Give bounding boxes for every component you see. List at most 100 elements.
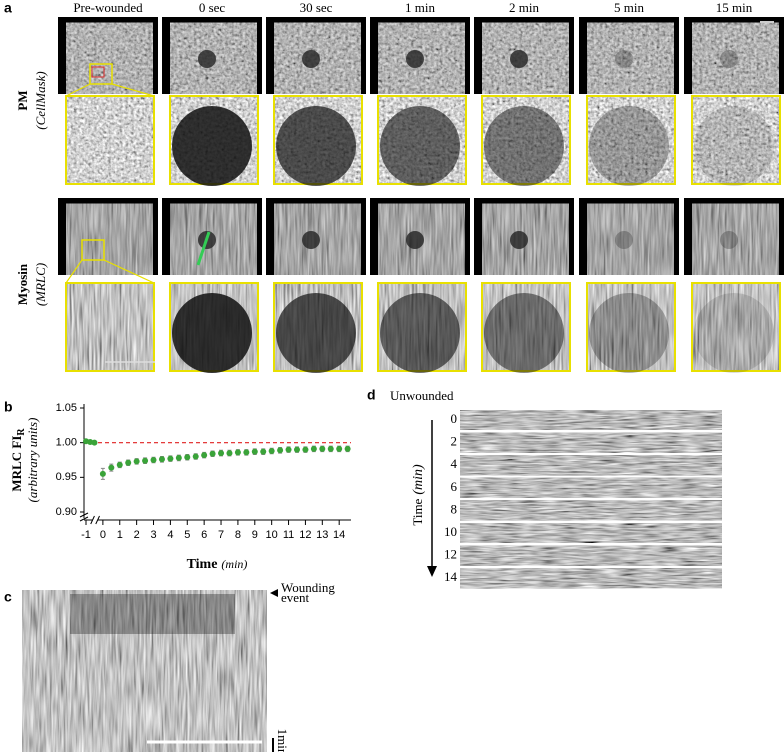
kymo-strip	[460, 455, 722, 476]
wound-zoom	[380, 293, 460, 373]
data-point	[260, 448, 267, 455]
time-tick-label: 12	[444, 547, 457, 562]
data-point	[293, 446, 300, 453]
x-axis-label: Time (min)	[187, 557, 248, 572]
data-point	[108, 464, 115, 471]
wound	[720, 50, 738, 68]
kymo-strip	[460, 432, 722, 453]
cell-image	[66, 22, 153, 94]
x-tick-label: 2	[134, 529, 140, 541]
data-point	[285, 446, 292, 453]
wound-zoom	[589, 106, 669, 186]
x-tick-label: 11	[283, 529, 294, 541]
data-point	[234, 449, 241, 456]
column-header: 5 min	[614, 0, 644, 15]
data-point	[201, 452, 208, 459]
wound	[406, 50, 424, 68]
wound	[302, 231, 320, 249]
kymo-strip	[460, 410, 722, 430]
wound-zoom	[276, 106, 356, 186]
data-point	[158, 456, 165, 463]
data-point	[167, 455, 174, 462]
x-tick-label: 5	[184, 529, 190, 541]
x-tick-label: 0	[100, 529, 106, 541]
cell-image	[66, 203, 153, 275]
annotation: event	[281, 590, 310, 605]
column-header: 2 min	[509, 0, 539, 15]
column-header: 30 sec	[300, 0, 333, 15]
wound	[198, 50, 216, 68]
x-tick-label: 9	[252, 529, 258, 541]
x-tick-label: 10	[266, 529, 278, 541]
data-point	[251, 448, 258, 455]
data-point	[125, 459, 132, 466]
zoom-border	[691, 95, 781, 185]
kymo-strip	[460, 477, 722, 498]
wound-zoom	[484, 293, 564, 373]
wound-zoom	[589, 293, 669, 373]
time-axis-label: Time (min)	[410, 464, 426, 526]
roi-red	[91, 66, 105, 78]
cell-image	[692, 203, 779, 275]
y-tick-label: 0.95	[56, 471, 77, 483]
data-point	[327, 445, 334, 452]
kymo-strip	[460, 523, 722, 543]
time-scale-label: 1min	[275, 729, 290, 752]
kymo-strip	[460, 500, 722, 521]
time-tick-label: 0	[451, 411, 458, 426]
zoom-image	[65, 95, 155, 185]
data-point	[336, 445, 343, 452]
zoom-border	[691, 282, 781, 372]
wound-zoom	[380, 106, 460, 186]
zoom-lines	[65, 259, 155, 284]
zoom-border	[586, 282, 676, 372]
wound-zoom	[172, 293, 252, 373]
panel-label: b	[4, 399, 13, 415]
time-tick-label: 2	[451, 434, 458, 449]
time-tick-label: 10	[444, 524, 457, 539]
data-point	[310, 445, 317, 452]
wound-zoom	[276, 293, 356, 373]
column-header: 15 min	[716, 0, 753, 15]
data-point	[116, 461, 123, 468]
data-point	[209, 450, 216, 457]
row-label: Myosin	[15, 263, 30, 305]
y-label-sub: R	[16, 428, 27, 436]
kymo-strip	[460, 568, 722, 589]
x-tick-label: 1	[117, 529, 123, 541]
x-tick-label: -1	[81, 529, 91, 541]
data-point	[150, 457, 157, 463]
x-label-main: Time	[187, 557, 218, 572]
y-axis-note: (arbitrary units)	[25, 418, 40, 503]
row-label: PM	[15, 90, 30, 110]
x-tick-label: 6	[201, 529, 207, 541]
panel-label: a	[4, 0, 12, 16]
wound	[406, 231, 424, 249]
data-point	[218, 450, 225, 457]
time-label-main: Time	[410, 498, 425, 525]
y-tick-label: 1.00	[56, 437, 77, 449]
y-label-main: MRLC FI	[9, 436, 24, 492]
wound	[510, 231, 528, 249]
cell-image	[587, 203, 674, 275]
wound-zoom	[484, 106, 564, 186]
column-header: Pre-wounded	[73, 0, 143, 15]
cell-image	[692, 22, 779, 94]
panel-label: d	[367, 387, 376, 403]
x-label-note: (min)	[221, 557, 247, 571]
data-point	[268, 447, 275, 454]
wound	[510, 50, 528, 68]
time-tick-label: 14	[444, 569, 458, 584]
data-point	[226, 450, 233, 457]
zoom-border	[65, 95, 155, 185]
data-point	[133, 458, 140, 465]
zoom-image	[586, 282, 676, 372]
zoom-border	[65, 282, 155, 372]
time-tick-label: 4	[451, 456, 458, 471]
y-tick-label: 1.05	[56, 402, 77, 414]
x-tick-label: 7	[218, 529, 224, 541]
data-point	[99, 470, 106, 477]
